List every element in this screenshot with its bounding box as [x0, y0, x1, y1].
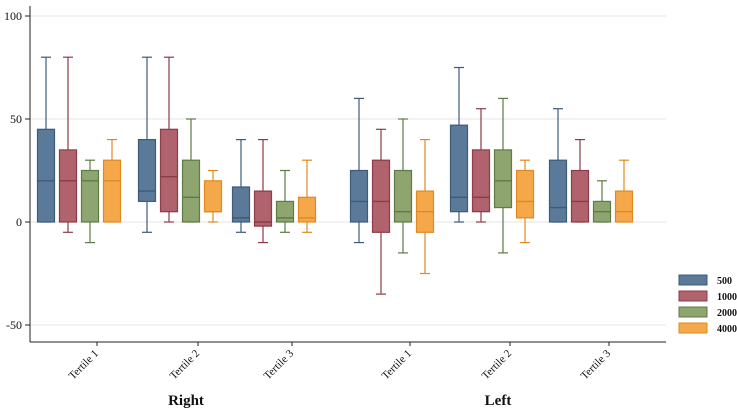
y-tick-label: 0 — [16, 215, 22, 229]
axes — [29, 6, 666, 343]
category-label: Tertile 2 — [168, 348, 203, 383]
legend-label: 1000 — [717, 292, 737, 303]
box-body — [515, 169, 535, 219]
legend-label: 4000 — [717, 324, 737, 335]
box-2000-4 — [493, 97, 513, 254]
category-label: Tertile 3 — [262, 347, 297, 382]
box-body — [297, 196, 317, 223]
box-series — [36, 56, 634, 295]
group-label: Right — [168, 393, 204, 409]
y-ticks: -50 0 50 100 — [4, 9, 30, 332]
y-tick-label: -50 — [6, 318, 22, 332]
legend-label: 500 — [717, 276, 732, 287]
box-2000-3 — [393, 118, 413, 254]
grid-lines — [30, 15, 666, 326]
box-body — [570, 169, 590, 223]
box-body — [371, 159, 391, 233]
box-body — [349, 169, 369, 223]
box-4000-5 — [614, 159, 634, 223]
legend-swatch — [678, 274, 708, 286]
category-label: Tertile 1 — [380, 348, 415, 383]
box-body — [275, 200, 295, 223]
box-2000-2 — [275, 169, 295, 233]
category-label: Tertile 1 — [67, 348, 102, 383]
box-2000-5 — [592, 180, 612, 223]
box-2000-1 — [181, 118, 201, 223]
box-500-2 — [231, 139, 251, 233]
box-500-1 — [137, 56, 157, 233]
box-4000-0 — [102, 139, 122, 223]
box-body — [102, 159, 122, 223]
box-500-4 — [449, 66, 469, 223]
box-body — [181, 159, 201, 223]
box-body — [393, 169, 413, 223]
box-body — [159, 128, 179, 213]
box-1000-5 — [570, 139, 590, 223]
y-tick-label: 100 — [4, 9, 22, 23]
box-1000-0 — [58, 56, 78, 233]
category-label: Tertile 3 — [579, 347, 614, 382]
box-body — [253, 190, 273, 227]
legend-swatch — [678, 306, 708, 318]
box-1000-4 — [471, 108, 491, 223]
box-body — [471, 149, 491, 213]
box-body — [614, 190, 634, 223]
group-label: Left — [485, 393, 512, 409]
box-4000-2 — [297, 159, 317, 233]
legend-label: 2000 — [717, 308, 737, 319]
box-body — [36, 128, 56, 223]
box-1000-2 — [253, 139, 273, 244]
legend-swatch — [678, 322, 708, 334]
box-4000-1 — [203, 169, 223, 223]
box-500-0 — [36, 56, 56, 223]
box-body — [58, 149, 78, 223]
legend: 500 1000 2000 4000 — [678, 274, 737, 335]
box-500-5 — [548, 108, 568, 223]
box-body — [548, 159, 568, 223]
box-4000-3 — [415, 139, 435, 275]
group-labels: Right Left — [168, 393, 511, 409]
box-body — [449, 124, 469, 213]
box-body — [203, 180, 223, 213]
box-500-3 — [349, 97, 369, 244]
box-body — [80, 169, 100, 223]
box-4000-4 — [515, 159, 535, 244]
legend-swatch — [678, 290, 708, 302]
category-label: Tertile 2 — [480, 348, 515, 383]
box-2000-0 — [80, 159, 100, 244]
box-body — [493, 149, 513, 209]
box-1000-1 — [159, 56, 179, 223]
box-1000-3 — [371, 128, 391, 295]
y-tick-label: 50 — [10, 112, 22, 126]
box-body — [231, 186, 251, 223]
category-labels: Tertile 1 Tertile 2 Tertile 3 Tertile 1 Tert… — [67, 342, 614, 383]
box-body — [137, 139, 157, 203]
